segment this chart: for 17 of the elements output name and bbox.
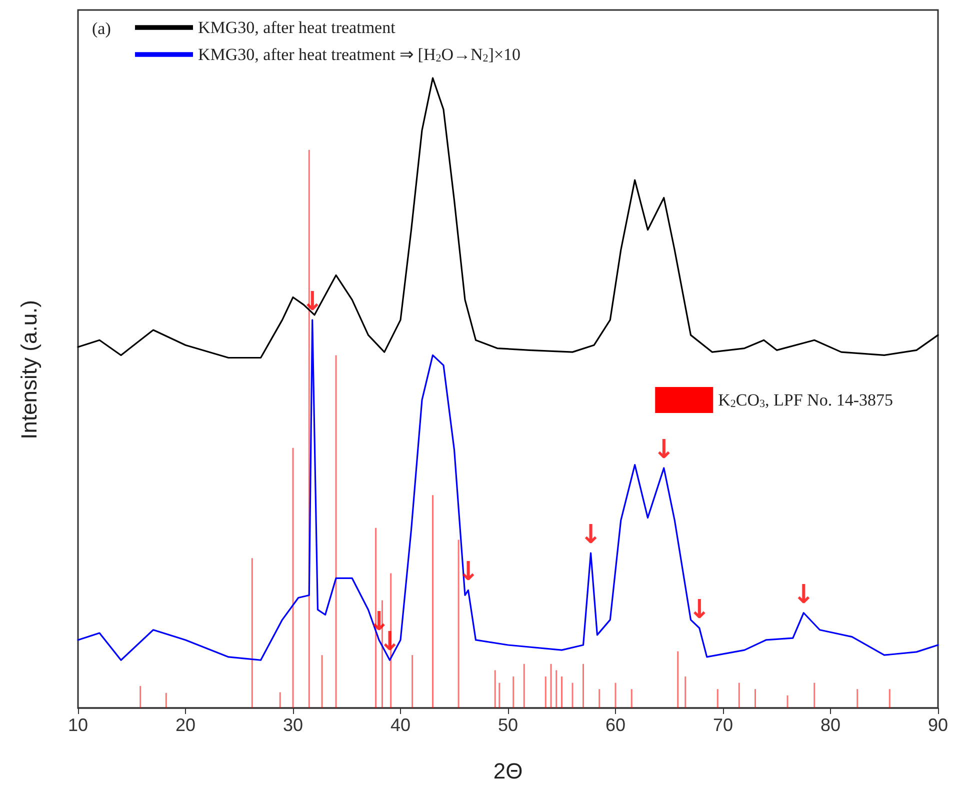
x-tick-label: 50 (498, 715, 518, 735)
annotation: ↓ (688, 594, 710, 625)
legend-label: KMG30, after heat treatment (198, 18, 396, 37)
x-tick-label: 40 (390, 715, 411, 735)
x-tick-label: 20 (175, 715, 196, 735)
annotation: ↓ (792, 580, 815, 610)
x-tick-label: 80 (820, 715, 841, 735)
x-tick-label: 60 (605, 715, 626, 735)
x-axis-title: 2Θ (493, 758, 523, 784)
y-axis-title: Intensity (a.u.) (16, 300, 42, 440)
annotation: ↓ (580, 520, 602, 550)
x-tick-label: 90 (928, 715, 948, 735)
x-tick-label: 30 (282, 715, 304, 735)
annotation: ↓ (652, 434, 675, 465)
text: (a) (92, 19, 111, 38)
x-tick-label: 10 (68, 715, 88, 735)
x-tick-label: 70 (712, 715, 734, 735)
